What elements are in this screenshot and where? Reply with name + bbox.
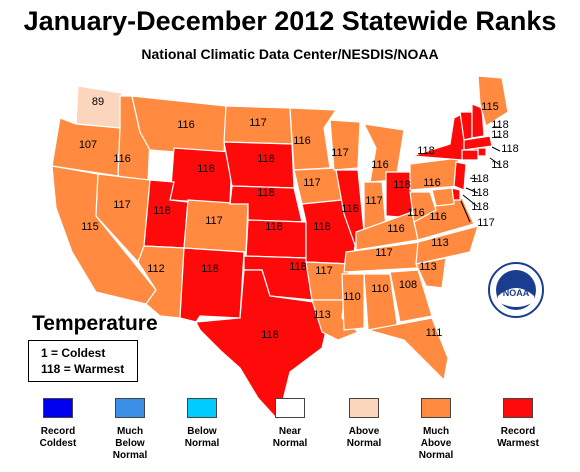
rank-label-ga: 108 [399,279,417,291]
legend-label-2: Below Normal [184,426,220,449]
noaa-logo-text: NOAA [503,288,530,298]
rank-label-vt: 118 [491,119,509,131]
rank-label-sc: 113 [419,261,437,273]
rank-label-mn: 116 [293,135,311,147]
state-ga [389,269,433,323]
rank-label-wy: 118 [197,163,215,175]
rank-label-ms: 110 [343,291,361,303]
rank-label-ks: 118 [265,221,283,233]
rank-label-fl: 111 [426,327,443,339]
rank-label-nj: 118 [471,187,489,199]
rank-label-la: 113 [313,309,331,321]
legend-swatch-3 [275,398,305,418]
state-ms [341,273,365,331]
rank-label-ct: 118 [471,173,489,185]
rank-label-ar: 117 [315,265,333,277]
state-nh [471,103,485,139]
legend-label-4: Above Normal [346,426,382,449]
rank-key: 1 = Coldest 118 = Warmest [28,340,138,382]
rank-label-al: 110 [371,283,389,295]
rank-label-md: 117 [477,217,495,229]
state-sd [223,141,295,189]
rank-label-or: 107 [79,139,97,151]
state-nm [179,247,245,323]
legend-swatch-1 [115,398,145,418]
rank-label-tx: 118 [261,329,279,341]
legend-label-1: Much Below Normal [112,426,148,461]
legend-swatch-2 [187,398,217,418]
rank-label-ut: 118 [153,205,171,217]
state-nj [453,161,467,191]
state-ma [463,135,493,151]
rank-label-ma: 118 [501,143,519,155]
rank-label-mo: 118 [313,221,331,233]
rank-label-va: 116 [429,211,447,223]
rank-label-in: 117 [365,195,383,207]
rank-label-ok: 118 [289,261,307,273]
state-tx [195,269,329,422]
state-fl [367,317,449,382]
temperature-label: Temperature [32,312,158,335]
rank-label-az: 112 [147,263,165,275]
state-nc [415,225,479,265]
legend-label-5: Much Above Normal [418,426,454,461]
state-wi [329,119,361,171]
rank-label-nv: 117 [113,199,131,211]
state-wv [409,191,437,223]
rank-label-nm: 118 [201,263,219,275]
rank-label-id: 116 [113,153,131,165]
state-wy [169,147,233,205]
map-subtitle: National Climatic Data Center/NESDIS/NOA… [141,46,439,62]
rank-label-il: 118 [341,203,359,215]
rank-label-ne: 118 [257,187,275,199]
state-md [431,187,455,207]
state-ri [477,147,487,157]
state-mn [289,107,338,171]
rank-label-mi: 116 [371,159,389,171]
rank-label-sd: 118 [257,153,275,165]
rank-label-nh: 118 [491,129,509,141]
rank-label-mt: 116 [177,119,195,131]
rank-label-nc: 113 [431,237,449,249]
legend-swatch-5 [421,398,451,418]
legend-label-0: Record Coldest [39,426,77,449]
rank-label-ia: 117 [303,177,321,189]
legend: Record Coldest Much Below Normal Below Nor… [0,398,580,472]
map-title: January-December 2012 Statewide Ranks [23,6,557,36]
noaa-logo: NOAA [488,262,544,318]
rank-label-me: 115 [481,101,499,113]
rank-label-pa: 116 [423,177,441,189]
rank-label-co: 117 [205,215,223,227]
rank-label-oh: 118 [393,179,411,191]
legend-swatch-0 [43,398,73,418]
rank-label-wi: 117 [331,147,349,159]
rank-label-nd: 117 [249,117,267,129]
state-me [477,75,509,127]
rank-label-de: 118 [471,201,489,213]
rank-label-ny: 118 [417,145,435,157]
rank-label-ri: 118 [491,159,509,171]
legend-swatch-4 [349,398,379,418]
legend-label-3: Near Normal [272,426,308,449]
key-coldest: 1 = Coldest [41,346,106,360]
legend-swatch-6 [503,398,533,418]
rank-label-wv: 116 [407,207,425,219]
state-mi [362,123,405,183]
state-ct [461,149,479,161]
legend-label-6: Record Warmest [497,426,539,449]
rank-label-ky: 116 [387,223,405,235]
rank-label-wa: 89 [92,96,104,108]
rank-label-tn: 117 [375,247,393,259]
rank-label-ca: 115 [81,221,99,233]
key-warmest: 118 = Warmest [41,362,125,376]
